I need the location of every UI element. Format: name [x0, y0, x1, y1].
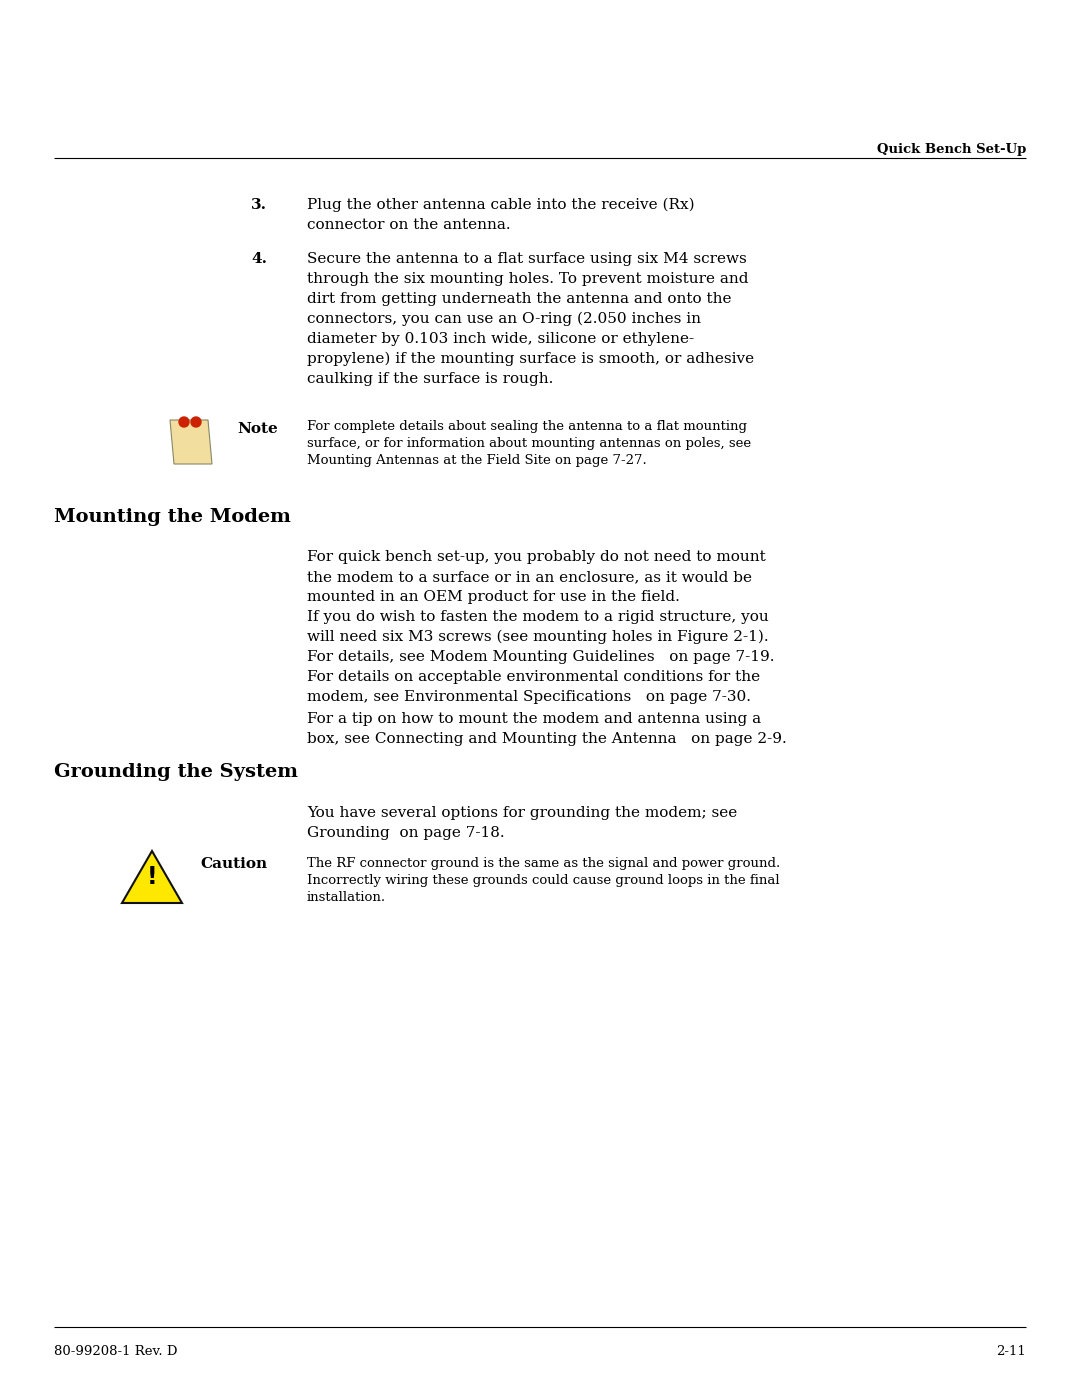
Text: Caution: Caution	[200, 856, 267, 870]
Polygon shape	[122, 851, 183, 902]
Text: 2-11: 2-11	[996, 1345, 1026, 1358]
Text: The RF connector ground is the same as the signal and power ground.: The RF connector ground is the same as t…	[307, 856, 780, 870]
Text: 80-99208-1 Rev. D: 80-99208-1 Rev. D	[54, 1345, 177, 1358]
Text: 3.: 3.	[251, 198, 267, 212]
Text: !: !	[147, 865, 158, 888]
Text: Note: Note	[237, 422, 278, 436]
Text: If you do wish to fasten the modem to a rigid structure, you: If you do wish to fasten the modem to a …	[307, 610, 769, 624]
Circle shape	[179, 416, 189, 427]
Circle shape	[191, 416, 201, 427]
Text: caulking if the surface is rough.: caulking if the surface is rough.	[307, 372, 553, 386]
Text: dirt from getting underneath the antenna and onto the: dirt from getting underneath the antenna…	[307, 292, 731, 306]
Text: connectors, you can use an O-ring (2.050 inches in: connectors, you can use an O-ring (2.050…	[307, 312, 701, 327]
Text: Incorrectly wiring these grounds could cause ground loops in the final: Incorrectly wiring these grounds could c…	[307, 875, 780, 887]
Text: For details on acceptable environmental conditions for the: For details on acceptable environmental …	[307, 671, 760, 685]
Text: diameter by 0.103 inch wide, silicone or ethylene-: diameter by 0.103 inch wide, silicone or…	[307, 332, 694, 346]
Text: Secure the antenna to a flat surface using six M4 screws: Secure the antenna to a flat surface usi…	[307, 251, 746, 265]
Text: Plug the other antenna cable into the receive (Rx): Plug the other antenna cable into the re…	[307, 198, 694, 212]
Text: mounted in an OEM product for use in the field.: mounted in an OEM product for use in the…	[307, 590, 680, 604]
Text: 4.: 4.	[251, 251, 267, 265]
Text: For complete details about sealing the antenna to a flat mounting: For complete details about sealing the a…	[307, 420, 747, 433]
Text: Mounting Antennas at the Field Site on page 7-27.: Mounting Antennas at the Field Site on p…	[307, 454, 647, 467]
Polygon shape	[170, 420, 212, 464]
Text: the modem to a surface or in an enclosure, as it would be: the modem to a surface or in an enclosur…	[307, 570, 752, 584]
Text: surface, or for information about mounting antennas on poles, see: surface, or for information about mounti…	[307, 437, 751, 450]
Text: propylene) if the mounting surface is smooth, or adhesive: propylene) if the mounting surface is sm…	[307, 352, 754, 366]
Text: installation.: installation.	[307, 891, 387, 904]
Text: For details, see Modem Mounting Guidelines   on page 7-19.: For details, see Modem Mounting Guidelin…	[307, 650, 774, 664]
Text: Grounding the System: Grounding the System	[54, 763, 298, 781]
Text: You have several options for grounding the modem; see: You have several options for grounding t…	[307, 806, 738, 820]
Text: Mounting the Modem: Mounting the Modem	[54, 509, 291, 527]
Text: Grounding  on page 7-18.: Grounding on page 7-18.	[307, 826, 504, 840]
Text: connector on the antenna.: connector on the antenna.	[307, 218, 511, 232]
Text: through the six mounting holes. To prevent moisture and: through the six mounting holes. To preve…	[307, 272, 748, 286]
Text: Quick Bench Set-Up: Quick Bench Set-Up	[877, 142, 1026, 156]
Text: will need six M3 screws (see mounting holes in Figure 2-1).: will need six M3 screws (see mounting ho…	[307, 630, 769, 644]
Text: For quick bench set-up, you probably do not need to mount: For quick bench set-up, you probably do …	[307, 550, 766, 564]
Text: box, see Connecting and Mounting the Antenna   on page 2-9.: box, see Connecting and Mounting the Ant…	[307, 732, 786, 746]
Text: modem, see Environmental Specifications   on page 7-30.: modem, see Environmental Specifications …	[307, 690, 751, 704]
Text: For a tip on how to mount the modem and antenna using a: For a tip on how to mount the modem and …	[307, 712, 761, 726]
